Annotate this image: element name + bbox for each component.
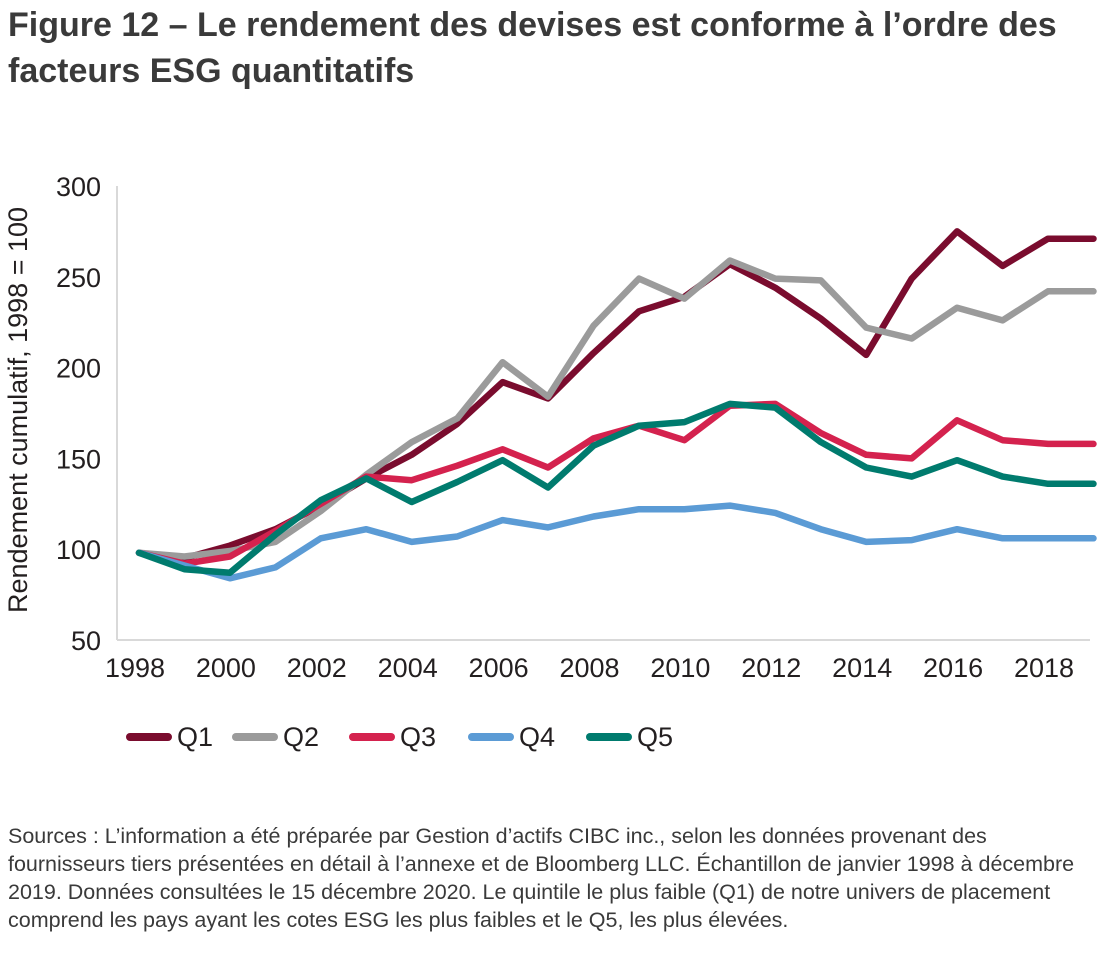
- x-tick-label: 2008: [559, 653, 619, 683]
- x-tick-labels: 1998 2000 2002 2004 2006 2008 2010 2012 2014 2016…: [105, 653, 1074, 683]
- x-tick-label: 2010: [650, 653, 710, 683]
- series-line-q5: [135, 400, 1097, 577]
- x-tick-label: 2018: [1014, 653, 1074, 683]
- series-line-q2: [135, 257, 1097, 560]
- series-line-q1: [135, 228, 1097, 562]
- legend-label-q1: Q1: [177, 722, 213, 752]
- y-tick-label: 150: [56, 444, 101, 474]
- series-lines: [135, 228, 1097, 582]
- x-tick-label: 2014: [832, 653, 892, 683]
- y-axis-title: Rendement cumulatif, 1998 = 100: [3, 207, 33, 613]
- legend-label-q2: Q2: [283, 722, 319, 752]
- y-tick-label: 100: [56, 535, 101, 565]
- x-tick-label: 2012: [741, 653, 801, 683]
- line-chart: Rendement cumulatif, 1998 = 100 50 100 150…: [3, 172, 1097, 752]
- x-tick-label: 2000: [196, 653, 256, 683]
- chart-title: Figure 12 – Le rendement des devises est…: [8, 6, 1057, 90]
- legend: Q1 Q2 Q3 Q4 Q5: [126, 722, 673, 752]
- y-tick-label: 250: [56, 263, 101, 293]
- x-tick-label: 2006: [469, 653, 529, 683]
- x-tick-label: 1998: [105, 653, 165, 683]
- x-tick-label: 2016: [923, 653, 983, 683]
- legend-label-q4: Q4: [519, 722, 555, 752]
- x-tick-label: 2004: [378, 653, 438, 683]
- y-tick-label: 200: [56, 354, 101, 384]
- series-line-q4: [135, 502, 1097, 582]
- axes: [116, 186, 1090, 641]
- y-tick-label: 300: [56, 172, 101, 202]
- source-note: Sources : L’information a été préparée p…: [8, 824, 1075, 932]
- y-tick-label: 50: [71, 626, 101, 656]
- y-tick-labels: 50 100 150 200 250 300: [56, 172, 101, 656]
- legend-label-q5: Q5: [637, 722, 673, 752]
- x-tick-label: 2002: [287, 653, 347, 683]
- legend-label-q3: Q3: [400, 722, 436, 752]
